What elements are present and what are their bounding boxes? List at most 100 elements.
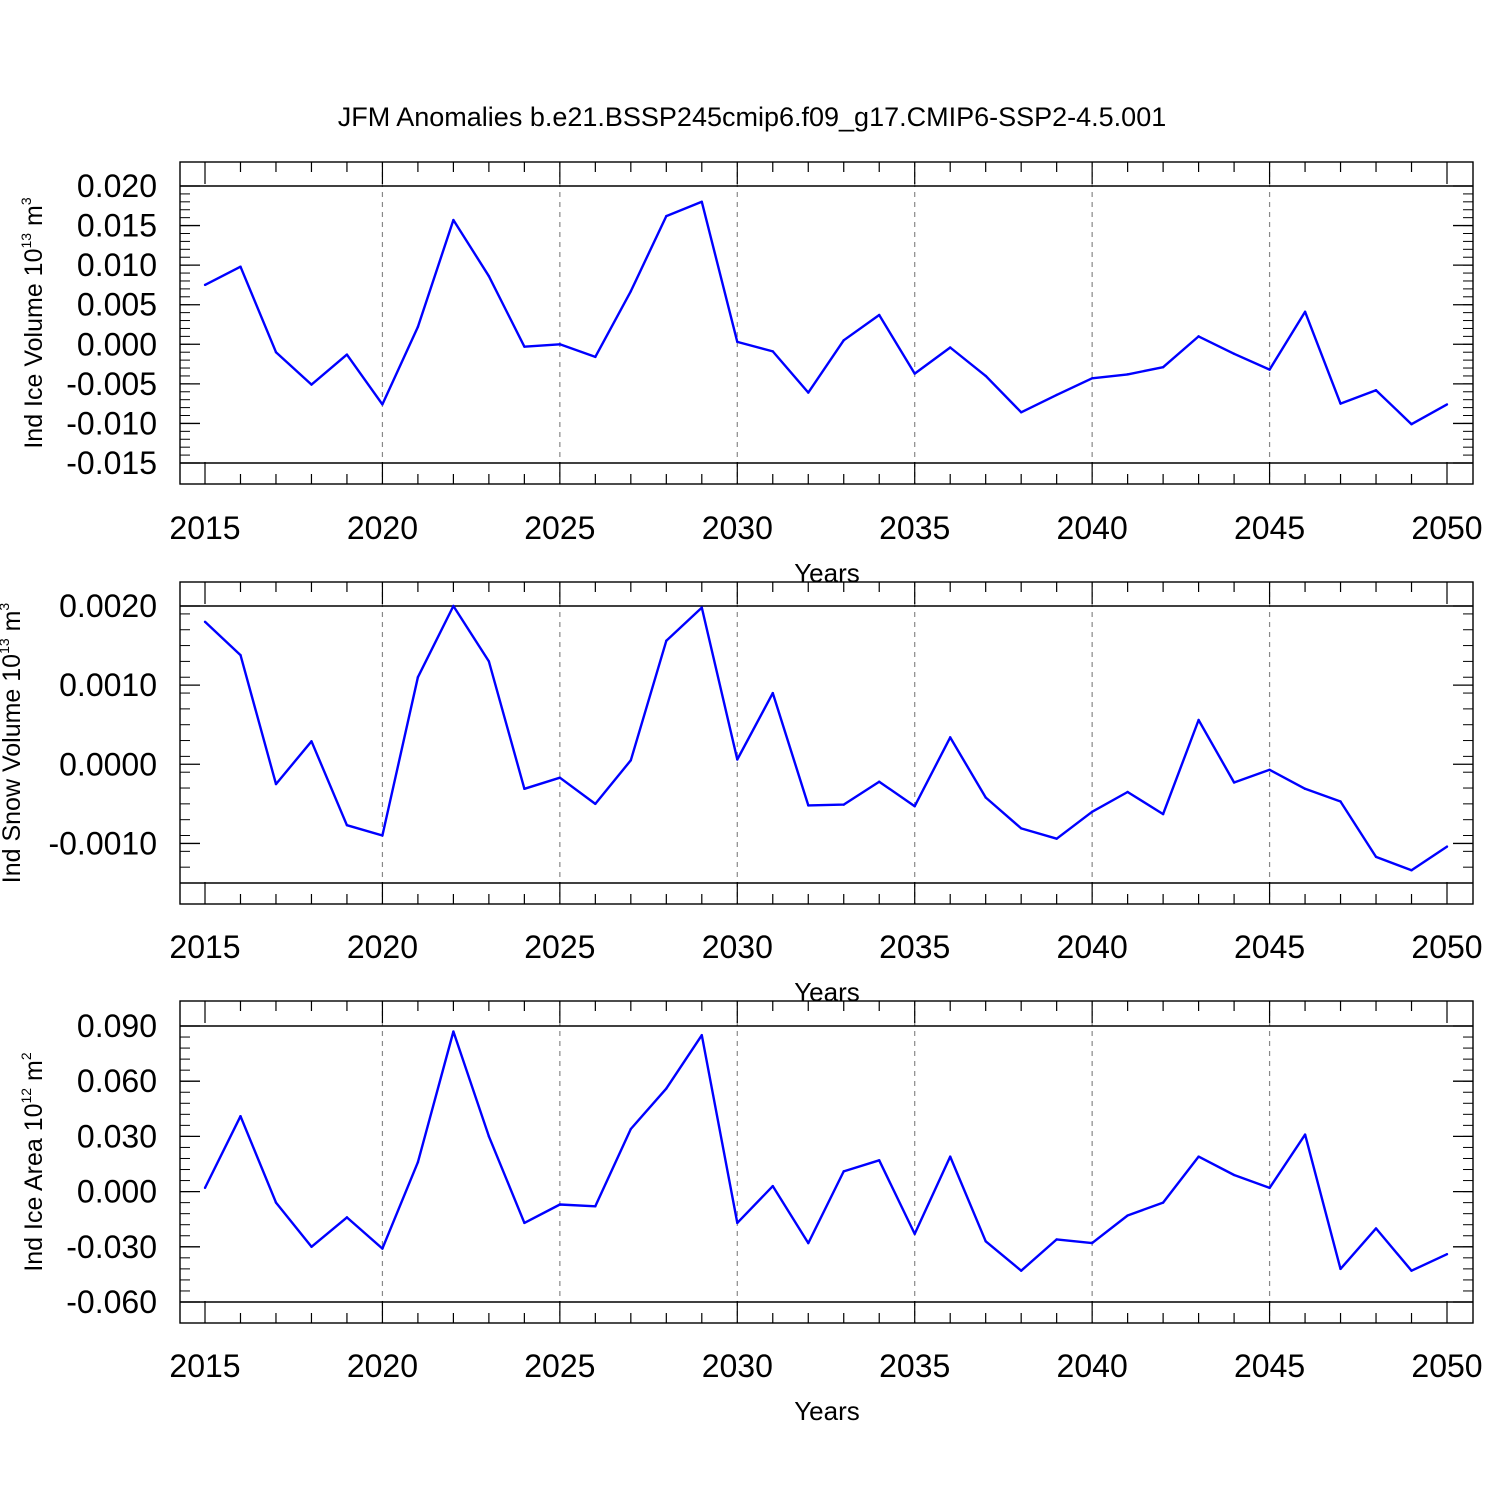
y-axis-label: Ind Ice Volume 1013 m3 xyxy=(18,197,48,449)
data-point xyxy=(1090,377,1094,380)
data-point xyxy=(452,1030,455,1033)
data-point xyxy=(1197,1155,1200,1158)
data-point xyxy=(1410,423,1413,426)
x-tick-label: 2030 xyxy=(702,510,773,546)
y-tick-label: -0.005 xyxy=(66,366,157,402)
data-point xyxy=(665,1087,668,1090)
data-point xyxy=(629,290,633,293)
y-label-text: Ind Ice Area 10 xyxy=(20,1103,48,1271)
data-point xyxy=(416,676,420,679)
x-tick-label: 2015 xyxy=(169,929,240,965)
data-point xyxy=(984,374,987,378)
data-point xyxy=(878,780,881,783)
data-point xyxy=(310,740,313,743)
data-point xyxy=(416,1160,420,1164)
y-tick-label: 0.0000 xyxy=(59,746,157,782)
panel-2: 0.0020 0.0010 0.0000 -0.0010 2015 2020 2025 203… xyxy=(0,581,1483,1007)
data-point xyxy=(310,1245,313,1249)
plot-frame xyxy=(179,1000,1474,1324)
data-point xyxy=(416,325,420,329)
y-tick-label: 0.005 xyxy=(77,287,157,323)
plot-frame xyxy=(179,581,1474,905)
y-tick-label: 0.0020 xyxy=(59,588,157,624)
data-point xyxy=(842,1170,845,1173)
data-point xyxy=(1410,1269,1413,1272)
data-point xyxy=(1055,837,1058,840)
data-point xyxy=(665,214,668,218)
series-line xyxy=(204,604,1448,872)
data-point xyxy=(203,1186,207,1190)
y-tick-label: 0.000 xyxy=(77,1174,157,1210)
data-point xyxy=(984,796,987,799)
data-point xyxy=(274,782,278,786)
x-tick-label: 2035 xyxy=(879,929,950,965)
series-line xyxy=(203,1030,1448,1272)
data-point xyxy=(274,351,278,354)
data-point xyxy=(771,350,774,353)
data-point xyxy=(1019,411,1023,414)
data-point xyxy=(771,1184,774,1188)
data-point xyxy=(1232,781,1236,784)
data-point xyxy=(736,340,739,344)
x-tick-label: 2045 xyxy=(1234,929,1305,965)
x-tick-label: 2040 xyxy=(1057,510,1128,546)
data-point xyxy=(700,606,703,609)
y-tick-label: -0.0010 xyxy=(48,825,157,861)
data-point xyxy=(1126,373,1129,376)
data-point xyxy=(1445,403,1449,406)
x-tick-label: 2050 xyxy=(1411,1348,1482,1384)
data-point xyxy=(807,1241,810,1245)
data-point xyxy=(878,313,881,317)
y-tick-label: 0.020 xyxy=(77,168,157,204)
x-tick-label: 2035 xyxy=(879,510,950,546)
y-axis-label: Ind Snow Volume 1013 m3 xyxy=(0,603,26,884)
data-point xyxy=(1410,869,1413,872)
data-point xyxy=(558,776,562,779)
data-point xyxy=(736,758,739,761)
data-point xyxy=(381,834,384,837)
x-tick-label: 2040 xyxy=(1057,1348,1128,1384)
data-point xyxy=(1303,787,1307,791)
data-point xyxy=(1019,1269,1023,1272)
y-label-exponent: 13 xyxy=(0,638,12,654)
panel-3: 0.090 0.060 0.030 0.000 -0.030 -0.060 2015 2020… xyxy=(18,1000,1483,1426)
y-tick-label: 0.060 xyxy=(77,1063,157,1099)
data-point xyxy=(700,1034,703,1037)
y-tick-label: -0.060 xyxy=(66,1284,157,1320)
data-point xyxy=(239,1114,242,1118)
data-point xyxy=(558,1203,562,1206)
data-point xyxy=(842,803,845,806)
data-point xyxy=(345,1216,349,1219)
data-point xyxy=(203,283,207,287)
data-point xyxy=(1232,1173,1236,1177)
data-point xyxy=(1161,366,1165,369)
x-tick-label: 2030 xyxy=(702,929,773,965)
y-tick-label: -0.015 xyxy=(66,445,157,481)
data-point xyxy=(1232,352,1236,355)
x-tick-label: 2020 xyxy=(347,510,418,546)
data-point xyxy=(1339,800,1342,803)
data-point xyxy=(736,1221,739,1225)
data-point xyxy=(1445,1252,1449,1256)
data-point xyxy=(913,372,916,375)
data-point xyxy=(1445,845,1449,848)
data-point xyxy=(842,339,845,342)
data-point xyxy=(771,691,774,695)
data-point xyxy=(452,604,455,608)
x-tick-label: 2015 xyxy=(169,1348,240,1384)
y-tick-label: -0.010 xyxy=(66,405,157,441)
data-point xyxy=(949,736,952,739)
data-point xyxy=(1268,1186,1271,1190)
data-point xyxy=(984,1240,987,1243)
y-axis-label: Ind Ice Area 1012 m2 xyxy=(18,1052,48,1272)
y-label-unit: m xyxy=(0,611,26,639)
data-point xyxy=(949,346,952,349)
data-point xyxy=(1197,718,1200,722)
y-tick-label: 0.030 xyxy=(77,1118,157,1154)
y-label-text: Ind Ice Volume 10 xyxy=(20,249,48,449)
data-point xyxy=(523,1221,526,1225)
x-tick-label: 2050 xyxy=(1411,510,1482,546)
data-point xyxy=(1126,1214,1129,1217)
